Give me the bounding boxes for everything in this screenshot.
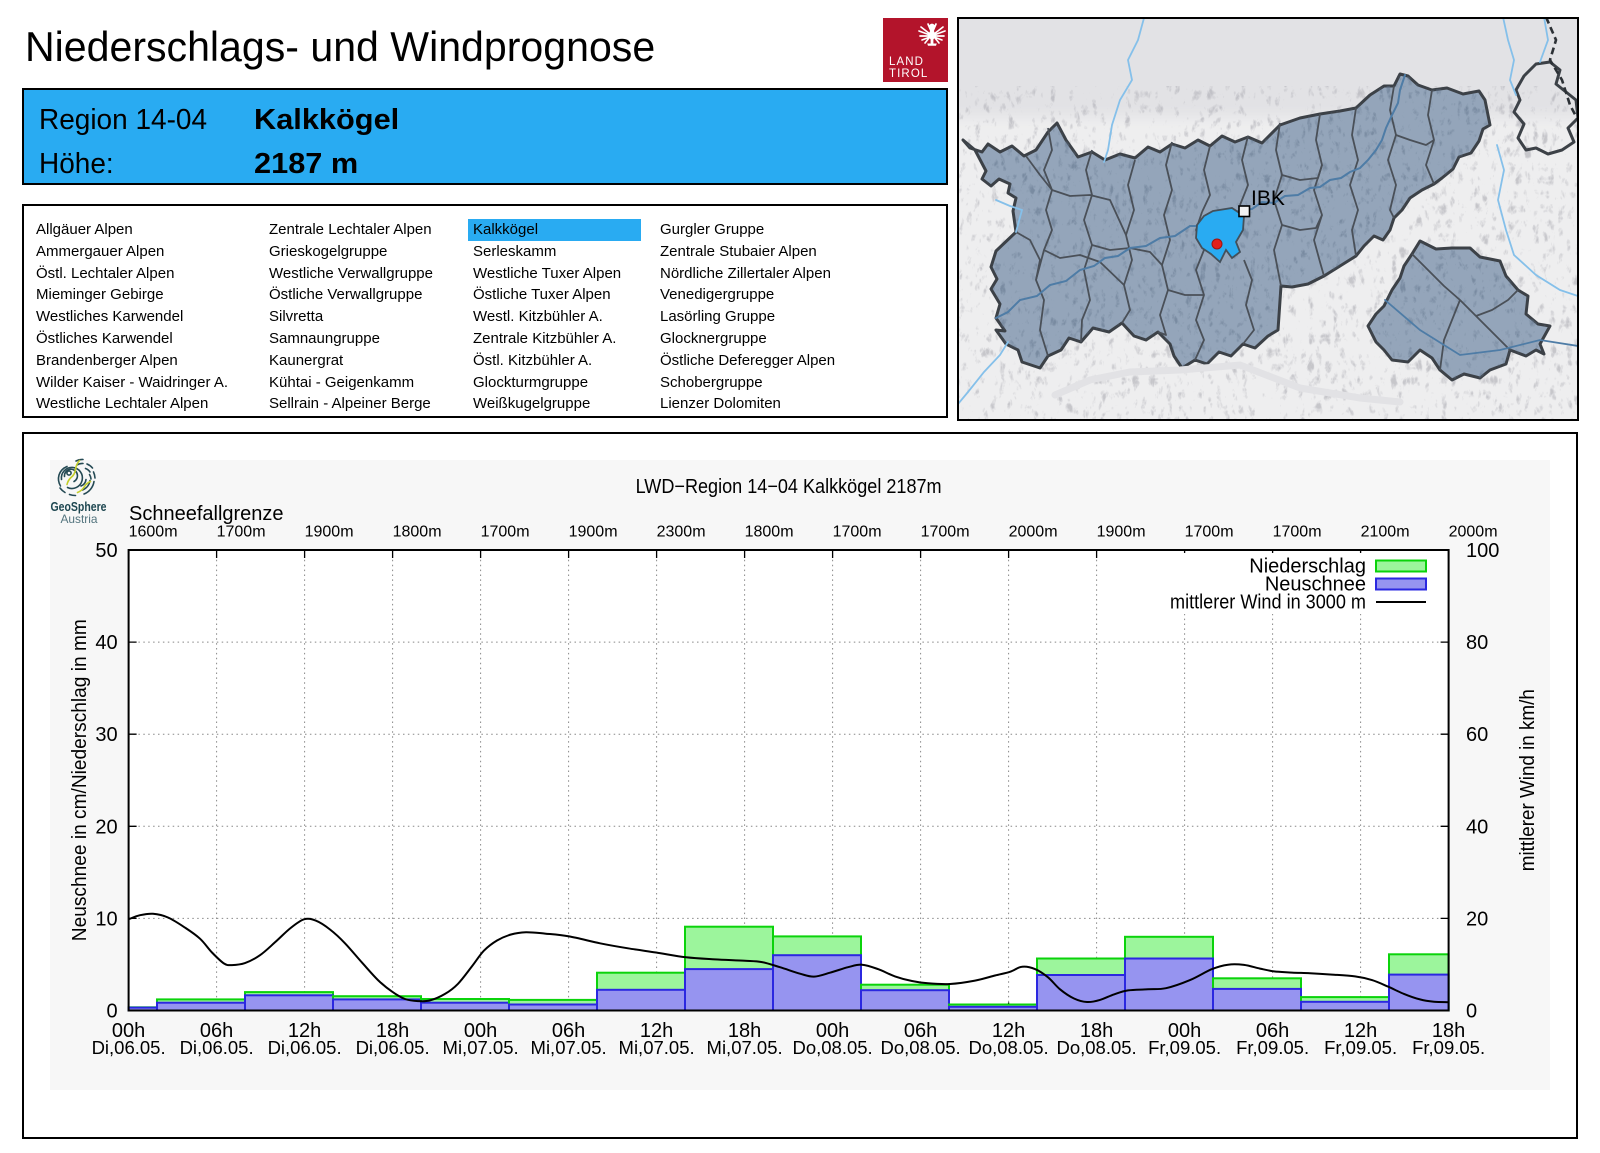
svg-text:18h: 18h <box>1432 1020 1465 1042</box>
svg-text:20: 20 <box>1466 908 1488 930</box>
svg-text:0: 0 <box>1466 1001 1477 1023</box>
svg-text:06h: 06h <box>1256 1020 1289 1042</box>
svg-text:20: 20 <box>95 816 117 838</box>
svg-text:2100m: 2100m <box>1361 524 1410 541</box>
svg-text:18h: 18h <box>728 1020 761 1042</box>
svg-text:06h: 06h <box>200 1020 233 1042</box>
svg-text:40: 40 <box>95 632 117 654</box>
svg-text:80: 80 <box>1466 632 1488 654</box>
svg-text:1900m: 1900m <box>305 524 354 541</box>
svg-text:Neuschnee in cm/Niederschlag i: Neuschnee in cm/Niederschlag in mm <box>69 619 91 941</box>
svg-text:00h: 00h <box>112 1020 145 1042</box>
svg-text:LWD−Region 14−04 Kalkkögel 218: LWD−Region 14−04 Kalkkögel 2187m <box>636 476 942 498</box>
svg-text:1800m: 1800m <box>393 524 442 541</box>
svg-text:Schneefallgrenze: Schneefallgrenze <box>129 503 284 525</box>
svg-text:2000m: 2000m <box>1009 524 1058 541</box>
svg-text:Fr,09.05.: Fr,09.05. <box>1148 1037 1221 1058</box>
svg-text:Fr,09.05.: Fr,09.05. <box>1412 1037 1485 1058</box>
svg-text:00h: 00h <box>1168 1020 1201 1042</box>
svg-text:2300m: 2300m <box>657 524 706 541</box>
svg-text:Do,08.05.: Do,08.05. <box>792 1037 872 1058</box>
svg-text:06h: 06h <box>904 1020 937 1042</box>
svg-text:Mi,07.05.: Mi,07.05. <box>531 1037 607 1058</box>
svg-text:1700m: 1700m <box>217 524 266 541</box>
svg-text:Mi,07.05.: Mi,07.05. <box>707 1037 783 1058</box>
svg-text:Neuschnee: Neuschnee <box>1265 574 1366 596</box>
svg-text:12h: 12h <box>288 1020 321 1042</box>
svg-text:1700m: 1700m <box>1273 524 1322 541</box>
svg-text:00h: 00h <box>816 1020 849 1042</box>
svg-text:Di,06.05.: Di,06.05. <box>180 1037 254 1058</box>
svg-text:Di,06.05.: Di,06.05. <box>268 1037 342 1058</box>
svg-text:18h: 18h <box>376 1020 409 1042</box>
svg-text:1700m: 1700m <box>481 524 530 541</box>
svg-text:12h: 12h <box>992 1020 1025 1042</box>
svg-text:Do,08.05.: Do,08.05. <box>968 1037 1048 1058</box>
svg-text:1900m: 1900m <box>1097 524 1146 541</box>
svg-text:30: 30 <box>95 724 117 746</box>
svg-text:0: 0 <box>106 1001 117 1023</box>
svg-text:Austria: Austria <box>61 512 98 526</box>
svg-text:Fr,09.05.: Fr,09.05. <box>1236 1037 1309 1058</box>
svg-text:Mi,07.05.: Mi,07.05. <box>619 1037 695 1058</box>
svg-text:12h: 12h <box>1344 1020 1377 1042</box>
svg-text:Do,08.05.: Do,08.05. <box>880 1037 960 1058</box>
svg-text:12h: 12h <box>640 1020 673 1042</box>
svg-text:00h: 00h <box>464 1020 497 1042</box>
svg-text:Di,06.05.: Di,06.05. <box>356 1037 430 1058</box>
svg-text:Di,06.05.: Di,06.05. <box>92 1037 166 1058</box>
svg-text:Mi,07.05.: Mi,07.05. <box>443 1037 519 1058</box>
svg-text:mittlerer Wind in km/h: mittlerer Wind in km/h <box>1517 689 1539 871</box>
svg-text:Niederschlag: Niederschlag <box>1249 556 1366 578</box>
svg-text:18h: 18h <box>1080 1020 1113 1042</box>
svg-text:60: 60 <box>1466 724 1488 746</box>
svg-text:1800m: 1800m <box>745 524 794 541</box>
svg-text:1700m: 1700m <box>833 524 882 541</box>
svg-text:06h: 06h <box>552 1020 585 1042</box>
svg-text:IBK: IBK <box>1251 187 1285 210</box>
svg-text:1700m: 1700m <box>1185 524 1234 541</box>
svg-text:2000m: 2000m <box>1449 524 1498 541</box>
svg-text:GeoSphere: GeoSphere <box>51 500 107 514</box>
svg-text:Fr,09.05.: Fr,09.05. <box>1324 1037 1397 1058</box>
svg-text:10: 10 <box>95 908 117 930</box>
svg-text:1700m: 1700m <box>921 524 970 541</box>
svg-text:40: 40 <box>1466 816 1488 838</box>
svg-text:mittlerer Wind in 3000 m: mittlerer Wind in 3000 m <box>1170 592 1366 614</box>
svg-text:50: 50 <box>95 540 117 562</box>
svg-text:100: 100 <box>1466 540 1499 562</box>
svg-text:1600m: 1600m <box>129 524 178 541</box>
svg-text:Do,08.05.: Do,08.05. <box>1056 1037 1136 1058</box>
svg-text:1900m: 1900m <box>569 524 618 541</box>
